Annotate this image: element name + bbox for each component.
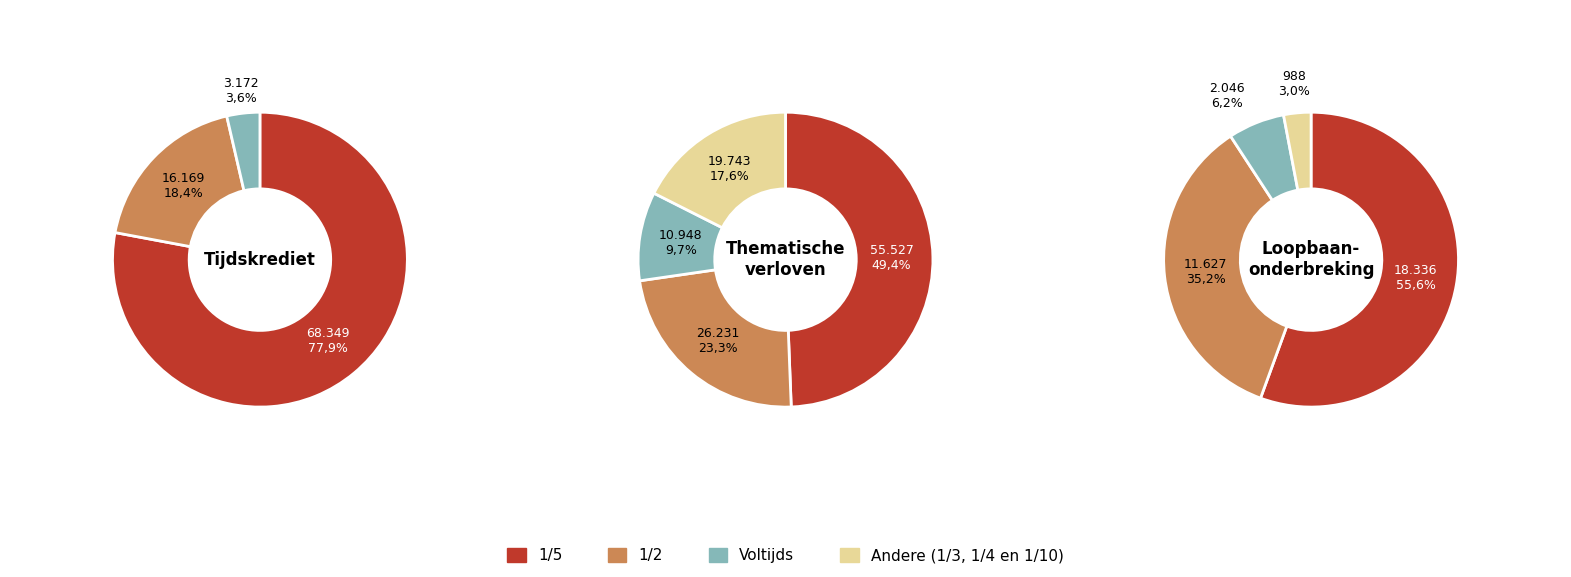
Text: 3.172
3,6%: 3.172 3,6% <box>223 77 259 105</box>
Wedge shape <box>638 193 723 281</box>
Wedge shape <box>115 116 244 246</box>
Wedge shape <box>113 112 407 407</box>
Text: 988
3,0%: 988 3,0% <box>1279 69 1310 98</box>
Text: 2.046
6,2%: 2.046 6,2% <box>1210 81 1244 110</box>
Wedge shape <box>1284 112 1312 190</box>
Wedge shape <box>1260 112 1458 407</box>
Wedge shape <box>1230 115 1298 200</box>
Wedge shape <box>786 112 933 407</box>
Wedge shape <box>654 112 786 228</box>
Text: Loopbaan-
onderbreking: Loopbaan- onderbreking <box>1247 240 1375 279</box>
Text: 18.336
55,6%: 18.336 55,6% <box>1393 264 1437 292</box>
Text: 68.349
77,9%: 68.349 77,9% <box>306 327 349 355</box>
Text: 55.527
49,4%: 55.527 49,4% <box>870 243 914 272</box>
Text: Tijdskrediet: Tijdskrediet <box>204 250 316 269</box>
Legend: 1/5, 1/2, Voltijds, Andere (1/3, 1/4 en 1/10): 1/5, 1/2, Voltijds, Andere (1/3, 1/4 en … <box>501 542 1070 569</box>
Text: 10.948
9,7%: 10.948 9,7% <box>658 228 702 257</box>
Wedge shape <box>1164 136 1287 398</box>
Text: 19.743
17,6%: 19.743 17,6% <box>709 155 751 183</box>
Text: 26.231
23,3%: 26.231 23,3% <box>696 327 740 355</box>
Wedge shape <box>639 270 792 407</box>
Wedge shape <box>226 112 259 191</box>
Text: 16.169
18,4%: 16.169 18,4% <box>162 172 204 200</box>
Text: Thematische
verloven: Thematische verloven <box>726 240 845 279</box>
Text: 11.627
35,2%: 11.627 35,2% <box>1185 258 1227 286</box>
